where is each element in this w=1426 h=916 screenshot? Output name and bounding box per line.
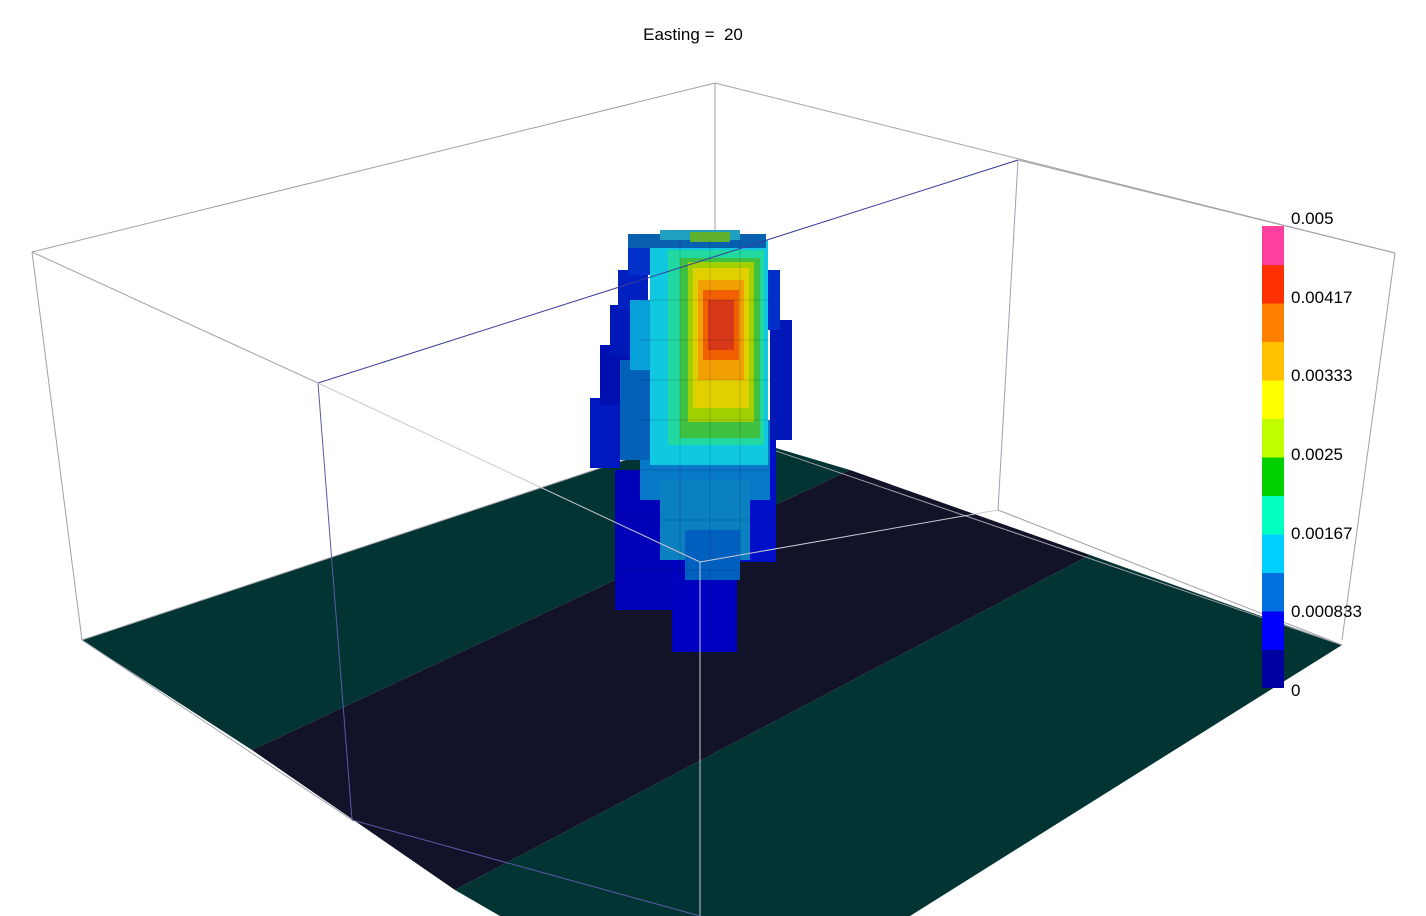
colorbar-band: [1262, 418, 1284, 458]
colorbar-tick-label: 0.00417: [1291, 287, 1353, 307]
colorbar-tick-label: 0.0025: [1291, 445, 1343, 464]
colorbar-band: [1262, 341, 1284, 381]
colorbar-tick-label: 0.00333: [1291, 366, 1353, 386]
colorbar-band: [1262, 649, 1284, 688]
bounding-box-front: [31, 159, 1396, 916]
colorbar-band: [1262, 264, 1284, 304]
colorbar-gradient: [1262, 226, 1284, 688]
colorbar-tick-label: 0: [1291, 681, 1301, 700]
colorbar-band: [1262, 380, 1284, 419]
colorbar-band: [1262, 303, 1284, 342]
floor-band-middle: [252, 470, 1090, 890]
colorbar-band: [1262, 572, 1284, 612]
figure-title: Easting = 20: [643, 25, 743, 44]
colorbar-band: [1262, 457, 1284, 496]
voxel-plume: [590, 230, 792, 652]
floor-band-right: [455, 555, 1342, 916]
colorbar-tick-label: 0.005: [1291, 209, 1334, 228]
colorbar-band: [1262, 495, 1284, 535]
colorbar-band: [1262, 611, 1284, 650]
colorbar-band: [1262, 534, 1284, 573]
colorbar-tick-label: 0.00167: [1291, 523, 1353, 543]
colorbar-band: [1262, 226, 1284, 265]
colorbar-tick-label: 0.000833: [1291, 602, 1362, 622]
